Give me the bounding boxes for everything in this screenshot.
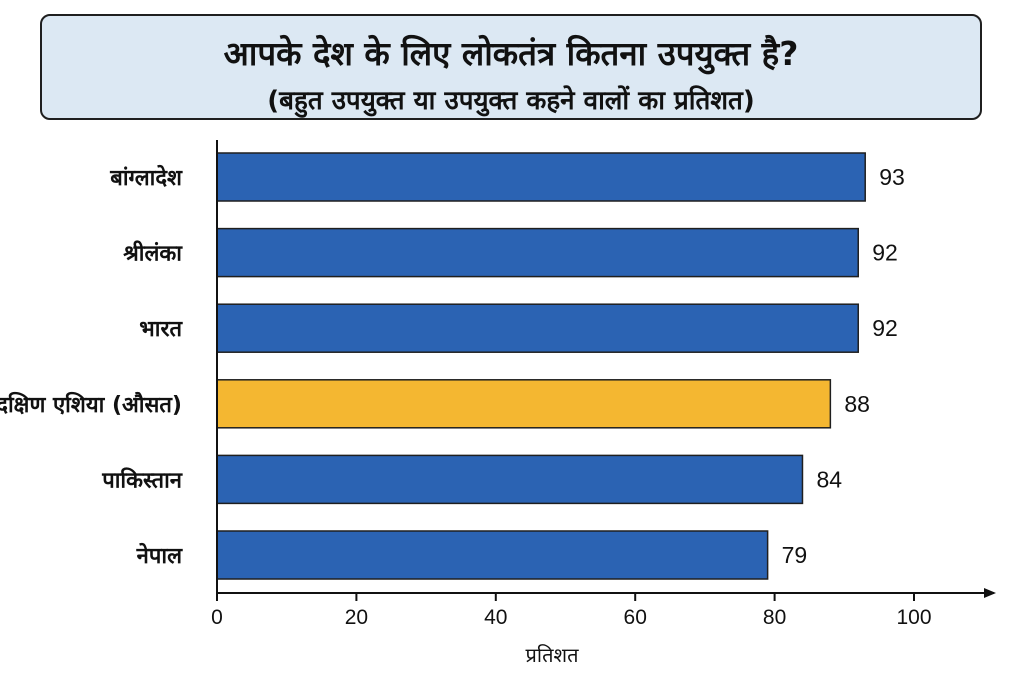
bar-1 [216, 227, 859, 278]
value-label-5: 79 [782, 542, 808, 568]
value-label-2: 92 [872, 315, 898, 341]
value-label-0: 93 [879, 164, 905, 190]
category-label-3: दक्षिण एशिया (औसत) [0, 391, 182, 418]
chart-subtitle: (बहुत उपयुक्त या उपयुक्त कहने वालों का प… [267, 86, 755, 116]
bar-4 [216, 454, 804, 505]
bar-0 [216, 152, 866, 202]
bar-2 [216, 303, 859, 353]
bar-3 [216, 379, 832, 429]
bars-layer: बांग्लादेश 93 श्रीलंका 92 भारत 92 दक्षिण एशिया… [0, 152, 905, 580]
x-tick-label-3: 60 [624, 606, 647, 629]
value-label-3: 88 [844, 391, 870, 417]
value-label-1: 92 [872, 240, 898, 266]
x-tick-label-0: 0 [211, 606, 223, 629]
x-ticks-layer: 0 20 40 60 80 100 [211, 593, 932, 629]
chart-title-box: आपके देश के लिए लोकतंत्र कितना उपयुक्त ह… [40, 14, 982, 120]
x-tick-label-2: 40 [484, 606, 507, 629]
bar-5 [216, 530, 769, 580]
category-label-5: नेपाल [136, 542, 183, 569]
category-label-2: भारत [139, 317, 183, 342]
value-label-4: 84 [816, 466, 842, 492]
x-axis-title: प्रतिशत [526, 643, 580, 667]
category-label-4: पाकिस्तान [101, 466, 183, 493]
category-label-0: बांग्लादेश [109, 164, 183, 191]
x-tick-label-4: 80 [763, 606, 786, 629]
category-label-1: श्रीलंका [123, 240, 183, 267]
x-tick-label-5: 100 [896, 606, 931, 629]
chart-title: आपके देश के लिए लोकतंत्र कितना उपयुक्त ह… [223, 34, 799, 73]
x-tick-label-1: 20 [345, 606, 368, 629]
